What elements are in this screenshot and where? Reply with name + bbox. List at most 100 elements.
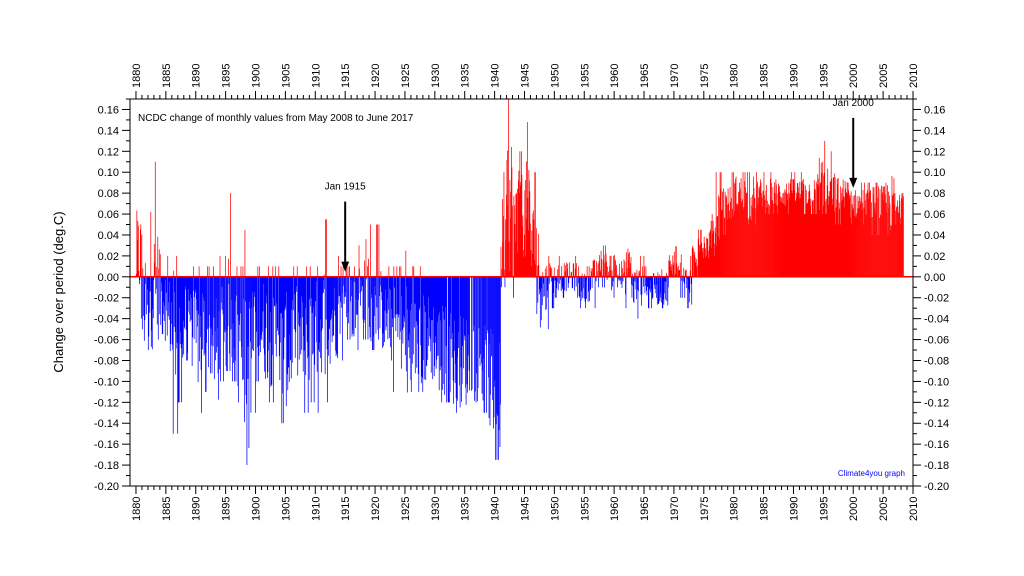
- bar: [387, 276, 389, 340]
- bar: [221, 276, 223, 310]
- bar: [527, 197, 529, 277]
- bar: [647, 276, 648, 287]
- bar: [541, 276, 543, 289]
- bar: [891, 175, 893, 277]
- bar: [417, 276, 419, 375]
- bar: [529, 223, 531, 277]
- bar: [438, 276, 440, 316]
- bar: [788, 183, 790, 277]
- bar: [820, 162, 822, 277]
- bar: [455, 276, 457, 364]
- bar: [701, 242, 703, 277]
- bar: [808, 191, 810, 277]
- bar: [535, 264, 537, 277]
- bar: [429, 276, 431, 337]
- bar: [239, 276, 240, 325]
- bar: [207, 276, 209, 329]
- bar: [874, 202, 876, 277]
- bar: [428, 276, 430, 319]
- bar: [295, 276, 297, 287]
- bar: [806, 203, 808, 277]
- bar: [745, 187, 746, 277]
- bar: [393, 276, 395, 288]
- bar: [782, 202, 783, 277]
- bar: [802, 179, 804, 277]
- bar: [273, 276, 275, 298]
- bar: [140, 276, 142, 319]
- bar: [848, 190, 849, 277]
- bar: [174, 276, 176, 332]
- bar: [901, 193, 903, 277]
- bar: [718, 195, 719, 277]
- bar: [484, 276, 486, 326]
- bar: [786, 193, 788, 277]
- bar: [840, 186, 842, 277]
- bar: [649, 276, 650, 288]
- bar: [335, 276, 337, 357]
- bar: [722, 191, 723, 277]
- bar: [896, 208, 898, 277]
- bar: [775, 179, 777, 277]
- bar: [779, 185, 780, 277]
- bar: [404, 276, 406, 356]
- bar: [298, 276, 300, 325]
- bar: [252, 276, 254, 293]
- bar: [870, 217, 872, 277]
- bar: [243, 276, 244, 380]
- bar: [234, 276, 235, 382]
- y-tick-label-right: 0.14: [924, 125, 945, 137]
- bar: [615, 259, 616, 277]
- bar: [728, 210, 730, 277]
- bar: [166, 276, 168, 336]
- bar: [706, 237, 708, 277]
- bar: [673, 251, 675, 277]
- bar: [740, 197, 741, 277]
- bar: [384, 276, 385, 342]
- bar: [477, 276, 479, 389]
- bar: [347, 276, 348, 340]
- bar: [883, 200, 884, 277]
- bar: [223, 276, 224, 382]
- bar: [412, 276, 414, 355]
- bar: [155, 266, 157, 277]
- bar: [724, 217, 725, 277]
- bar: [410, 276, 412, 381]
- bar: [287, 276, 289, 391]
- bar: [211, 276, 212, 329]
- bar: [532, 213, 534, 277]
- bar: [214, 276, 216, 332]
- bar: [654, 276, 656, 289]
- bar: [768, 203, 769, 277]
- bar: [241, 276, 242, 358]
- bar: [817, 174, 819, 277]
- bar: [773, 203, 774, 277]
- bar: [169, 276, 171, 282]
- bar: [793, 179, 795, 277]
- bar: [326, 219, 327, 277]
- bar: [900, 217, 901, 277]
- bar: [329, 276, 331, 364]
- bar: [426, 276, 428, 329]
- bar: [188, 276, 190, 301]
- bar: [857, 208, 859, 277]
- bar: [545, 276, 547, 309]
- bar: [564, 276, 566, 291]
- bar: [244, 229, 246, 277]
- x-tick-label-top: 1970: [669, 64, 681, 88]
- bar: [855, 190, 856, 277]
- bar: [391, 276, 392, 361]
- bar: [826, 214, 828, 277]
- bar: [345, 276, 346, 297]
- bar: [611, 270, 613, 277]
- bar: [702, 248, 704, 277]
- bar: [658, 276, 660, 304]
- bar: [343, 276, 344, 286]
- bar: [769, 205, 770, 277]
- y-tick-label-left: 0.08: [98, 188, 119, 200]
- bar: [875, 212, 876, 277]
- bar: [662, 276, 664, 300]
- bar: [520, 182, 522, 277]
- bar: [349, 276, 351, 340]
- bar: [347, 276, 349, 313]
